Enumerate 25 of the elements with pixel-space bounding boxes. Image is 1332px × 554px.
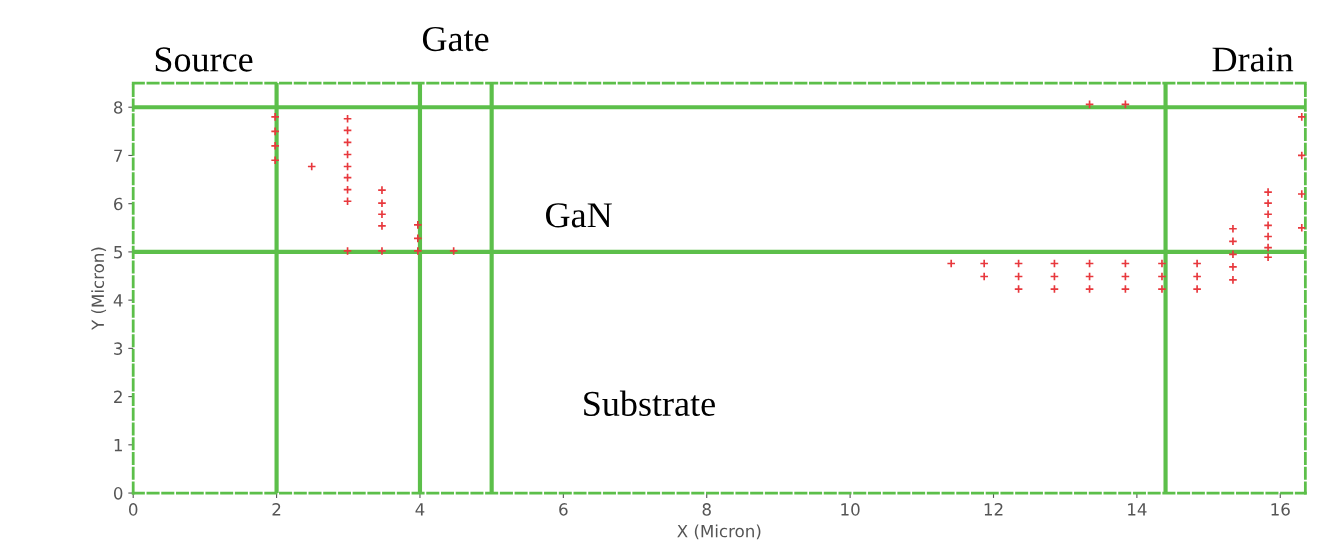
x-tick-label: 2 (272, 503, 281, 516)
y-tick-label: 5 (114, 246, 123, 259)
x-axis-title: X (Micron) (677, 524, 761, 540)
x-tick-label: 16 (1271, 503, 1290, 516)
y-tick-label: 2 (114, 390, 122, 403)
x-tick-label: 10 (841, 503, 860, 516)
y-tick-label: 7 (114, 149, 123, 162)
text: Gate (422, 26, 489, 52)
y-tick-label: 4 (113, 294, 123, 307)
x-tick-label: 8 (702, 503, 711, 516)
x-tick-label: 12 (984, 503, 1003, 516)
y-tick-label: 1 (114, 439, 122, 452)
y-tick-label: 6 (114, 197, 123, 211)
text: Source (155, 47, 253, 72)
annotation: GaN (546, 203, 612, 228)
annotation: Substrate (584, 390, 715, 417)
y-tick-label: 0 (113, 487, 123, 500)
x-tick-label: 14 (1128, 503, 1147, 516)
x-tick-label: 0 (129, 503, 138, 516)
text: Drain (1212, 47, 1294, 72)
x-tick-label: 6 (559, 503, 568, 516)
y-tick-label: 8 (114, 101, 123, 114)
y-axis-title: Y (Micron) (91, 247, 107, 331)
x-tick-label: 4 (415, 503, 425, 516)
y-tick-label: 3 (114, 342, 123, 355)
